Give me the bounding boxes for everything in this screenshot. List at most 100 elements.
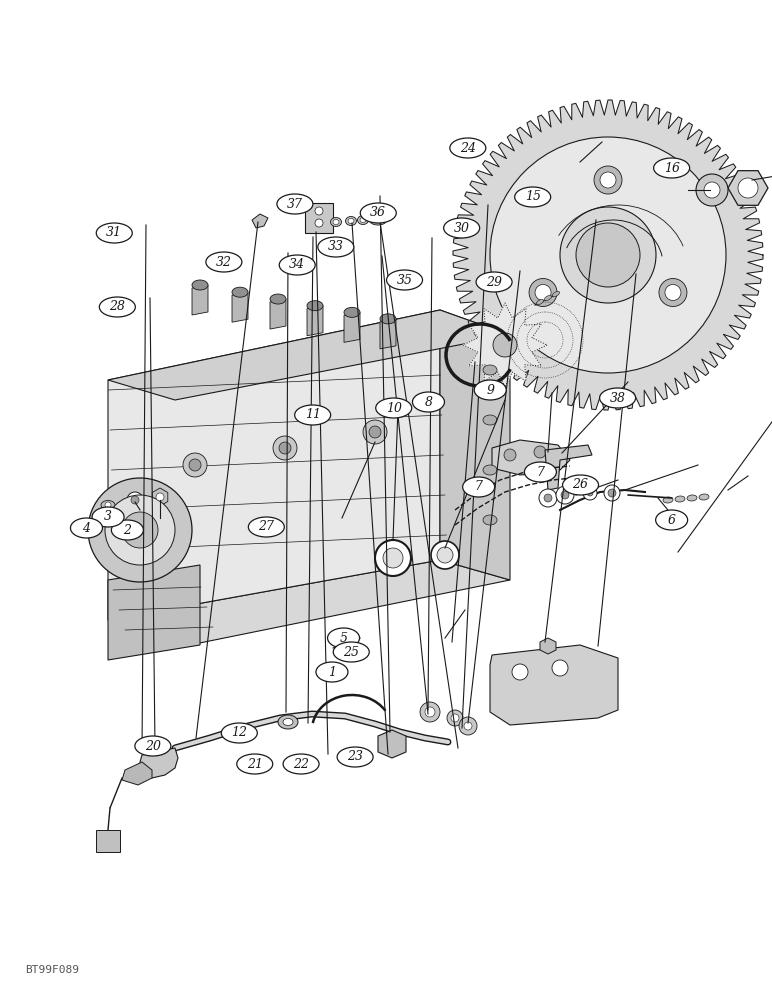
Circle shape: [131, 496, 139, 504]
Circle shape: [659, 278, 687, 306]
Circle shape: [556, 486, 574, 504]
Ellipse shape: [192, 280, 208, 290]
Ellipse shape: [295, 405, 330, 425]
Text: 5: 5: [340, 632, 347, 645]
Text: 31: 31: [107, 227, 122, 239]
Circle shape: [315, 207, 323, 215]
Circle shape: [425, 707, 435, 717]
Text: 37: 37: [287, 198, 303, 211]
Ellipse shape: [654, 158, 689, 178]
Text: 8: 8: [425, 395, 432, 408]
Text: 15: 15: [525, 190, 540, 204]
Polygon shape: [380, 319, 396, 349]
Circle shape: [88, 478, 192, 582]
Text: BT99F089: BT99F089: [25, 965, 79, 975]
Text: 27: 27: [259, 520, 274, 534]
Polygon shape: [490, 645, 618, 725]
Polygon shape: [108, 560, 510, 648]
Circle shape: [561, 491, 569, 499]
Circle shape: [451, 714, 459, 722]
Polygon shape: [192, 285, 208, 315]
Text: 26: 26: [573, 479, 588, 491]
Ellipse shape: [279, 255, 315, 275]
Text: 23: 23: [347, 750, 363, 764]
Ellipse shape: [663, 497, 673, 503]
Text: 7: 7: [475, 481, 482, 493]
Ellipse shape: [687, 495, 697, 501]
Ellipse shape: [70, 518, 103, 538]
Ellipse shape: [483, 515, 497, 525]
Circle shape: [512, 664, 528, 680]
Circle shape: [279, 442, 291, 454]
Ellipse shape: [334, 642, 369, 662]
Text: 29: 29: [486, 275, 502, 288]
Text: 12: 12: [232, 726, 247, 740]
Ellipse shape: [283, 754, 319, 774]
Polygon shape: [108, 310, 440, 620]
Circle shape: [504, 449, 516, 461]
Circle shape: [604, 485, 620, 501]
Circle shape: [594, 166, 622, 194]
Ellipse shape: [361, 203, 396, 223]
Text: 9: 9: [486, 383, 494, 396]
Ellipse shape: [444, 218, 479, 238]
Ellipse shape: [318, 237, 354, 257]
Circle shape: [560, 207, 656, 303]
Ellipse shape: [337, 747, 373, 767]
Ellipse shape: [600, 388, 635, 408]
Ellipse shape: [699, 494, 709, 500]
Text: 7: 7: [537, 466, 544, 479]
Polygon shape: [307, 306, 323, 336]
Ellipse shape: [515, 187, 550, 207]
Ellipse shape: [344, 307, 360, 317]
Circle shape: [600, 172, 616, 188]
Circle shape: [363, 420, 387, 444]
Ellipse shape: [563, 475, 598, 495]
Circle shape: [576, 223, 640, 287]
Ellipse shape: [376, 398, 411, 418]
Ellipse shape: [544, 295, 552, 301]
Ellipse shape: [333, 220, 339, 225]
Polygon shape: [492, 440, 570, 475]
Ellipse shape: [206, 252, 242, 272]
Text: 28: 28: [110, 300, 125, 314]
Ellipse shape: [316, 662, 348, 682]
Text: 21: 21: [247, 758, 262, 770]
Ellipse shape: [278, 715, 298, 729]
Circle shape: [552, 660, 568, 676]
Circle shape: [189, 459, 201, 471]
Text: 20: 20: [145, 740, 161, 752]
Ellipse shape: [476, 272, 512, 292]
Circle shape: [544, 494, 552, 502]
Text: 2: 2: [124, 524, 131, 536]
Polygon shape: [453, 100, 763, 410]
Polygon shape: [305, 203, 333, 233]
Ellipse shape: [111, 520, 144, 540]
Text: 36: 36: [371, 207, 386, 220]
Ellipse shape: [524, 462, 557, 482]
Circle shape: [105, 502, 111, 508]
Circle shape: [183, 453, 207, 477]
Text: 38: 38: [610, 391, 625, 404]
Ellipse shape: [370, 217, 386, 225]
Ellipse shape: [330, 218, 341, 227]
Ellipse shape: [380, 314, 396, 324]
Circle shape: [273, 436, 297, 460]
Circle shape: [375, 540, 411, 576]
Polygon shape: [540, 638, 556, 654]
Text: 35: 35: [397, 273, 412, 286]
Polygon shape: [108, 310, 510, 400]
Circle shape: [583, 486, 597, 500]
Ellipse shape: [348, 219, 354, 224]
Polygon shape: [440, 310, 510, 580]
Ellipse shape: [270, 294, 286, 304]
Ellipse shape: [237, 754, 273, 774]
Circle shape: [105, 495, 175, 565]
Circle shape: [383, 548, 403, 568]
Ellipse shape: [462, 477, 495, 497]
Ellipse shape: [412, 392, 445, 412]
Circle shape: [704, 182, 720, 198]
Ellipse shape: [222, 723, 257, 743]
Text: 34: 34: [290, 258, 305, 271]
Ellipse shape: [360, 218, 366, 223]
